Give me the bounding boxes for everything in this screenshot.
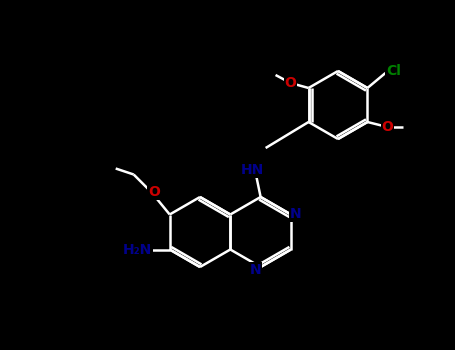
Text: O: O: [381, 120, 394, 134]
Text: H₂N: H₂N: [123, 243, 152, 257]
Text: N: N: [290, 208, 302, 222]
Text: HN: HN: [241, 163, 264, 177]
Text: Cl: Cl: [386, 64, 401, 78]
Text: O: O: [285, 76, 297, 90]
Text: N: N: [250, 263, 262, 277]
Text: O: O: [148, 186, 160, 199]
